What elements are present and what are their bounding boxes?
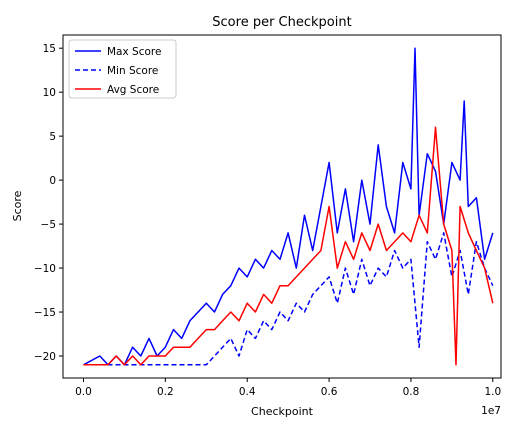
legend-label-max: Max Score <box>107 46 161 58</box>
x-tick-label: 0.0 <box>75 386 92 398</box>
legend-box <box>68 39 177 99</box>
chart-title: Score per Checkpoint <box>212 15 351 30</box>
x-tick-label: 0.6 <box>321 386 338 398</box>
y-tick-label: −5 <box>41 219 56 231</box>
x-offset-label: 1e7 <box>481 405 501 417</box>
y-tick-label: 15 <box>43 43 56 55</box>
y-axis: −20 −15 −10 −5 0 5 10 15 <box>34 43 63 363</box>
x-tick-label: 1.0 <box>484 386 501 398</box>
x-tick-label: 0.4 <box>239 386 256 398</box>
y-tick-label: −10 <box>34 263 56 275</box>
x-tick-label: 0.8 <box>403 386 420 398</box>
y-axis-label: Score <box>11 190 24 221</box>
x-tick-label: 0.2 <box>157 386 174 398</box>
series-line-min-score <box>83 232 494 366</box>
y-tick-label: 0 <box>49 175 56 187</box>
axes-frame <box>62 34 502 379</box>
legend-label-min: Min Score <box>107 65 158 77</box>
y-tick-label: −15 <box>34 307 56 319</box>
plot-area <box>83 47 494 366</box>
series-line-max-score <box>83 47 494 366</box>
y-tick-label: 10 <box>43 87 56 99</box>
series-line-avg-score <box>83 126 494 366</box>
y-tick-label: −20 <box>34 351 56 363</box>
y-tick-label: 5 <box>49 131 56 143</box>
legend: Max Score Min Score Avg Score <box>68 39 177 99</box>
legend-label-avg: Avg Score <box>107 84 159 96</box>
x-axis-label: Checkpoint <box>251 405 314 418</box>
x-axis: 0.0 0.2 0.4 0.6 0.8 1.0 <box>75 378 501 398</box>
